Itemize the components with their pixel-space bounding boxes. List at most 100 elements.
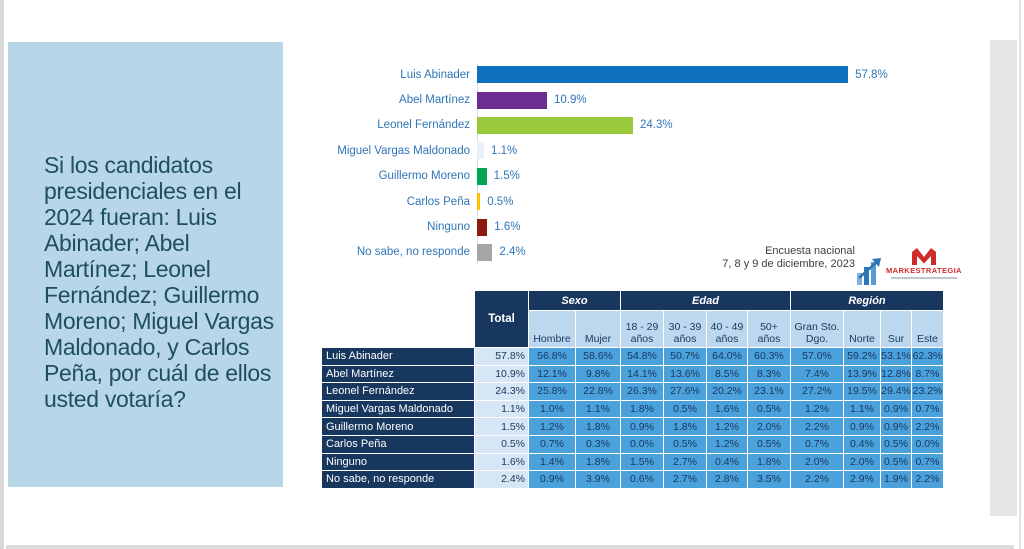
table-data-cell: 0.3% (576, 435, 620, 453)
table-subheader: 50+ años (748, 311, 790, 347)
table-total-cell: 57.8% (475, 348, 528, 365)
table-data-cell: 50.7% (664, 348, 706, 365)
table-data-cell: 9.8% (576, 365, 620, 383)
screen-right-edge (1019, 0, 1021, 549)
table-data-cell: 0.9% (844, 418, 880, 435)
table-data-cell: 58.6% (576, 348, 620, 365)
bar (477, 218, 488, 236)
table-data-cell: 2.9% (844, 471, 880, 488)
survey-note-line2: 7, 8 y 9 de diciembre, 2023 (722, 258, 855, 270)
table-data-cell: 1.1% (844, 400, 880, 418)
table-data-cell: 23.2% (912, 383, 943, 400)
table-data-cell: 1.8% (576, 453, 620, 471)
table-data-cell: 0.9% (881, 418, 911, 435)
table-data-cell: 3.9% (576, 471, 620, 488)
table-data-cell: 0.5% (748, 400, 790, 418)
chart-axis-line (477, 64, 478, 264)
table-data-cell: 2.8% (707, 471, 747, 488)
bar-value-label: 1.6% (494, 221, 521, 234)
table-data-cell: 2.2% (791, 418, 843, 435)
table-data-cell: 56.8% (529, 348, 575, 365)
table-total-cell: 10.9% (475, 365, 528, 383)
table-data-cell: 1.8% (576, 418, 620, 435)
table-data-cell: 0.9% (529, 471, 575, 488)
table-data-cell: 13.9% (844, 365, 880, 383)
bar (477, 243, 493, 261)
table-data-cell: 1.2% (791, 400, 843, 418)
bar-value-label: 24.3% (640, 119, 673, 132)
bar-label: No sabe, no responde (356, 246, 470, 259)
table-group-header: Edad (621, 291, 790, 310)
table-data-cell: 1.2% (707, 418, 747, 435)
table-data-cell: 26.3% (621, 383, 663, 400)
table-data-cell: 1.5% (621, 453, 663, 471)
table-data-cell: 1.2% (529, 418, 575, 435)
table-row-label: Luis Abinader (322, 348, 474, 365)
table-data-cell: 8.7% (912, 365, 943, 383)
chart-row: Leonel Fernández 24.3% (330, 113, 950, 138)
table-data-cell: 60.3% (748, 348, 790, 365)
table-total-cell: 24.3% (475, 383, 528, 400)
chart-row: No sabe, no responde 2.4% (330, 240, 950, 265)
bar-label: Guillermo Moreno (378, 170, 470, 183)
table-data-cell: 2.2% (912, 418, 943, 435)
bar (477, 142, 485, 160)
table-data-cell: 1.9% (881, 471, 911, 488)
table-data-cell: 62.3% (912, 348, 943, 365)
table-data-cell: 0.9% (881, 400, 911, 418)
chart-row: Abel Martínez 10.9% (330, 87, 950, 112)
bar-chart: Luis Abinader 57.8% Abel Martínez 10.9% Leon… (330, 62, 950, 266)
table-data-cell: 57.0% (791, 348, 843, 365)
table-data-cell: 1.8% (748, 453, 790, 471)
chart-row: Luis Abinader 57.8% (330, 62, 950, 87)
bar (477, 193, 481, 211)
table-subheader: Este (912, 311, 943, 347)
table-subheader: Norte (844, 311, 880, 347)
table-data-cell: 2.7% (664, 453, 706, 471)
table-data-cell: 0.7% (912, 453, 943, 471)
table-data-cell: 1.0% (529, 400, 575, 418)
table-subheader: 40 - 49 años (707, 311, 747, 347)
screen-left-edge (0, 0, 4, 549)
table-data-cell: 0.0% (621, 435, 663, 453)
logo-tagline (890, 277, 957, 279)
table-data-cell: 0.5% (881, 453, 911, 471)
question-panel: Si los candidatos presidenciales en el 2… (8, 42, 283, 487)
table-data-cell: 0.5% (664, 400, 706, 418)
bar-chart-arrow-icon (857, 258, 881, 285)
table-total-cell: 2.4% (475, 471, 528, 488)
bar-label: Luis Abinader (400, 68, 470, 81)
bar-label: Leonel Fernández (377, 119, 470, 132)
table-data-cell: 8.3% (748, 365, 790, 383)
table-row-label: Miguel Vargas Maldonado (322, 400, 474, 418)
table-data-cell: 12.1% (529, 365, 575, 383)
markestrategia-logo: MARKESTRATEGIA (857, 237, 967, 285)
bar (477, 91, 547, 109)
table-data-cell: 53.1% (881, 348, 911, 365)
bar-value-label: 2.4% (499, 246, 526, 259)
table-data-cell: 0.5% (748, 435, 790, 453)
table-data-cell: 0.5% (664, 435, 706, 453)
table-data-cell: 0.9% (621, 418, 663, 435)
table-subheader: 18 - 29 años (621, 311, 663, 347)
table-data-cell: 59.2% (844, 348, 880, 365)
table-data-cell: 23.1% (748, 383, 790, 400)
table-data-cell: 0.6% (621, 471, 663, 488)
table-row-label: Abel Martínez (322, 365, 474, 383)
table-group-header: Región (791, 291, 943, 310)
bar (477, 116, 633, 134)
table-data-cell: 3.5% (748, 471, 790, 488)
table-data-cell: 0.5% (881, 435, 911, 453)
table-row-label: Leonel Fernández (322, 383, 474, 400)
table-data-cell: 2.0% (844, 453, 880, 471)
table-data-cell: 19.5% (844, 383, 880, 400)
table-data-cell: 2.0% (748, 418, 790, 435)
table-subheader: 30 - 39 años (664, 311, 706, 347)
bar-label: Abel Martínez (399, 94, 470, 107)
bar-value-label: 57.8% (855, 68, 888, 81)
table-total-cell: 1.5% (475, 418, 528, 435)
table-data-cell: 27.6% (664, 383, 706, 400)
table-data-cell: 1.4% (529, 453, 575, 471)
table-group-header: Sexo (529, 291, 620, 310)
table-data-cell: 27.2% (791, 383, 843, 400)
